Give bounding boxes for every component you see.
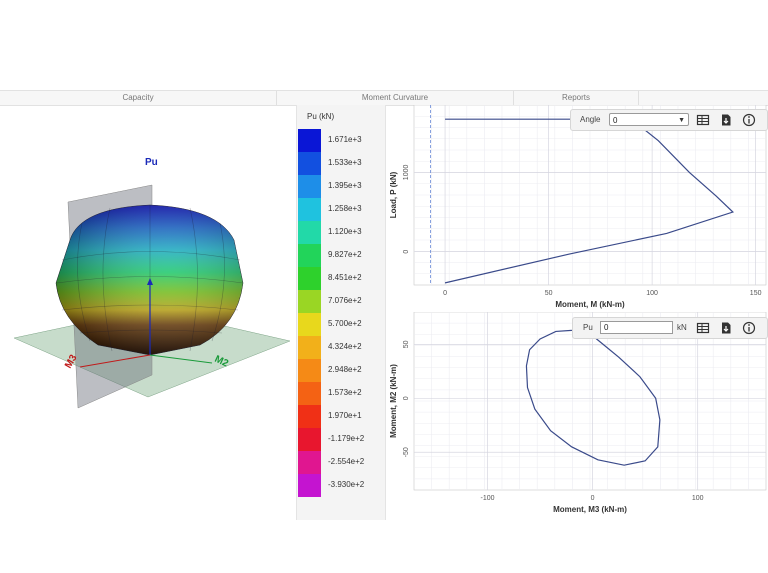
legend-value: 7.076e+2 (328, 296, 362, 305)
mm-toolbar: Pu 0 kN (572, 317, 768, 339)
legend-swatch (298, 313, 321, 336)
angle-select-value: 0 (613, 116, 618, 125)
x-tick-label: 100 (646, 290, 658, 297)
x-tick-label: 0 (443, 290, 447, 297)
legend-item: 1.573e+2 (297, 382, 385, 405)
legend-swatch (298, 290, 321, 313)
legend-item: -2.554e+2 (297, 451, 385, 474)
legend-swatch (298, 152, 321, 175)
legend-value: 5.700e+2 (328, 319, 362, 328)
y-tick-label: -50 (403, 447, 410, 457)
pu-label: Pu (583, 323, 593, 332)
legend-swatch (298, 175, 321, 198)
legend-value: -2.554e+2 (328, 457, 365, 466)
pm-chart-svg: 0 50 100 150 0 1000 Moment, M (kN-m) Load, P (k… (389, 104, 767, 309)
legend-value: 1.395e+3 (328, 181, 362, 190)
legend-value: 8.451e+2 (328, 273, 362, 282)
m2-axis-line (149, 354, 213, 364)
pu-input[interactable]: 0 (600, 321, 673, 334)
legend-swatch (298, 221, 321, 244)
chevron-down-icon: ▼ (678, 117, 685, 124)
legend-swatch (298, 474, 321, 497)
x-tick-label: 50 (545, 290, 553, 297)
legend-value: 1.573e+2 (328, 388, 362, 397)
legend-item: -3.930e+2 (297, 474, 385, 497)
info-icon[interactable] (742, 321, 756, 335)
pu-axis-arrow (147, 278, 153, 285)
legend-value: 1.120e+3 (328, 227, 362, 236)
legend-value: 1.671e+3 (328, 135, 362, 144)
legend-item: 2.948e+2 (297, 359, 385, 382)
y-tick-label: 1000 (403, 165, 410, 181)
y-axis-label: Moment, M2 (kN-m) (389, 364, 398, 438)
y-tick-label: 0 (403, 396, 410, 400)
y-tick-label: 0 (403, 250, 410, 254)
surface-3d-canvas: Pu M3 M2 (13, 157, 291, 409)
tab-moment-curvature[interactable]: Moment Curvature (277, 91, 514, 105)
tab-reports[interactable]: Reports (514, 91, 639, 105)
legend-item: 1.395e+3 (297, 175, 385, 198)
legend-item: 1.258e+3 (297, 198, 385, 221)
table-icon[interactable] (696, 113, 710, 127)
color-legend: Pu (kN) 1.671e+3 1.533e+3 1.395e+3 1.258e+3… (296, 105, 386, 520)
legend-item: 1.533e+3 (297, 152, 385, 175)
legend-item: 1.120e+3 (297, 221, 385, 244)
tab-capacity[interactable]: Capacity (0, 91, 277, 105)
legend-item: 4.324e+2 (297, 336, 385, 359)
legend-value: 2.948e+2 (328, 365, 362, 374)
info-icon[interactable] (742, 113, 756, 127)
pm-interaction-chart[interactable]: 0 50 100 150 0 1000 Moment, M (kN-m) Load, P (k… (384, 104, 768, 310)
m2-axis-label: M2 (213, 354, 231, 370)
legend-item: 1.671e+3 (297, 129, 385, 152)
export-icon[interactable] (719, 113, 733, 127)
angle-select[interactable]: 0 ▼ (609, 113, 689, 126)
legend-swatch (298, 382, 321, 405)
pu-axis-label: Pu (145, 157, 158, 168)
x-axis-label: Moment, M3 (kN-m) (553, 505, 627, 514)
interaction-surface-3d[interactable]: Pu M3 M2 (0, 105, 296, 520)
legend-item: -1.179e+2 (297, 428, 385, 451)
legend-value: 9.827e+2 (328, 250, 362, 259)
export-icon[interactable] (719, 321, 733, 335)
x-tick-label: 150 (750, 290, 762, 297)
legend-value: 1.970e+1 (328, 411, 362, 420)
legend-item: 1.970e+1 (297, 405, 385, 428)
mm-interaction-chart[interactable]: -100 0 100 -50 0 50 Moment, M3 (kN-m) Moment, M… (384, 311, 768, 520)
x-tick-label: 0 (591, 495, 595, 502)
legend-swatch (298, 198, 321, 221)
pm-toolbar: Angle 0 ▼ (570, 109, 768, 131)
legend-title: Pu (kN) (307, 112, 335, 121)
legend-value: -3.930e+2 (328, 480, 365, 489)
pu-unit: kN (677, 323, 687, 332)
legend-item: 9.827e+2 (297, 244, 385, 267)
legend-value: 4.324e+2 (328, 342, 362, 351)
legend-swatch (298, 451, 321, 474)
series-line (525, 329, 661, 466)
y-axis-label: Load, P (kN) (389, 171, 398, 218)
table-icon[interactable] (696, 321, 710, 335)
mm-chart-svg: -100 0 100 -50 0 50 Moment, M3 (kN-m) Moment, M… (389, 311, 767, 514)
legend-item: 7.076e+2 (297, 290, 385, 313)
legend-swatch (298, 336, 321, 359)
legend-value: -1.179e+2 (328, 434, 365, 443)
legend-swatch (298, 359, 321, 382)
tab-bar: Capacity Moment Curvature Reports (0, 90, 768, 106)
y-tick-label: 50 (403, 340, 410, 348)
legend-value: 1.258e+3 (328, 204, 362, 213)
angle-label: Angle (580, 115, 601, 124)
x-tick-label: 100 (692, 495, 704, 502)
legend-swatch (298, 129, 321, 152)
legend-swatch (298, 405, 321, 428)
legend-swatch (298, 244, 321, 267)
m3-axis-line (79, 354, 151, 368)
legend-swatch (298, 428, 321, 451)
legend-swatch (298, 267, 321, 290)
legend-value: 1.533e+3 (328, 158, 362, 167)
x-axis-label: Moment, M (kN-m) (555, 300, 625, 309)
x-tick-label: -100 (481, 495, 495, 502)
legend-item: 8.451e+2 (297, 267, 385, 290)
pu-input-value: 0 (604, 323, 609, 332)
legend-item: 5.700e+2 (297, 313, 385, 336)
